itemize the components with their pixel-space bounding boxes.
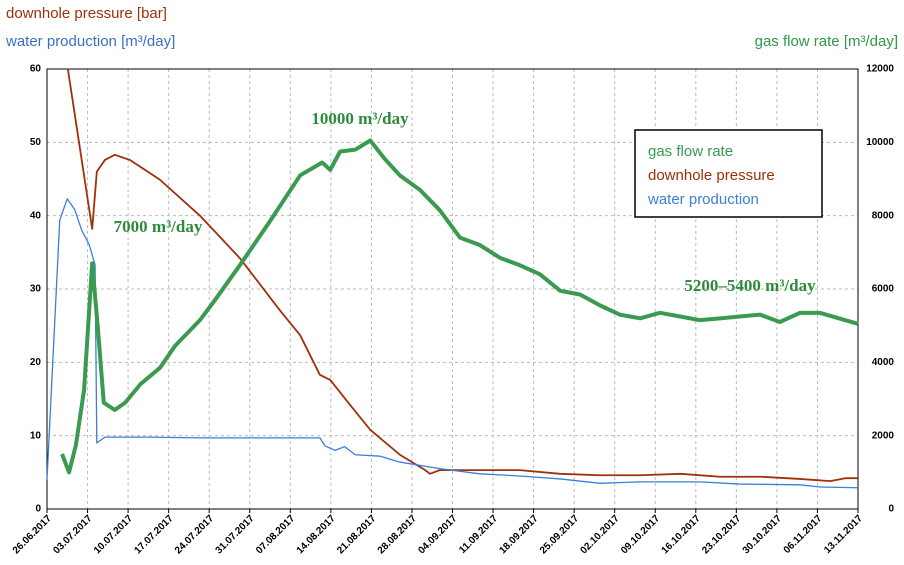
- x-tick-label: 03.07.2017: [51, 513, 94, 556]
- y2-tick-label: 10000: [866, 137, 894, 148]
- y2-tick-label: 6000: [872, 284, 895, 295]
- y2-axis-label: gas flow rate [m³/day]: [755, 33, 898, 50]
- x-tick-label: 26.06.2017: [11, 513, 54, 556]
- annotation: 10000 m³/day: [311, 109, 409, 128]
- x-tick-label: 10.07.2017: [92, 513, 135, 556]
- x-tick-label: 25.09.2017: [538, 513, 581, 556]
- legend-entry: water production: [647, 191, 759, 208]
- x-tick-label: 24.07.2017: [173, 513, 216, 556]
- x-tick-label: 07.08.2017: [254, 513, 297, 556]
- x-tick-label: 06.11.2017: [782, 513, 825, 556]
- y2-tick-label: 2000: [872, 430, 895, 441]
- legend-box: [634, 129, 823, 218]
- y-tick-label: 20: [30, 357, 42, 368]
- y-axis-label: downhole pressure [bar]: [6, 5, 167, 22]
- x-tick-label: 28.08.2017: [376, 513, 419, 556]
- x-tick-label: 02.10.2017: [579, 513, 622, 556]
- y2-tick-label: 8000: [872, 210, 895, 221]
- annotation: 7000 m³/day: [114, 217, 203, 236]
- plot-frame: [46, 68, 859, 510]
- y2-tick-label: 0: [888, 504, 894, 515]
- y-tick-label: 0: [35, 504, 41, 515]
- x-tick-label: 31.07.2017: [214, 513, 257, 556]
- annotation: 5200–5400 m³/day: [684, 276, 816, 295]
- x-tick-label: 18.09.2017: [497, 513, 540, 556]
- x-tick-label: 23.10.2017: [700, 513, 743, 556]
- x-tick-label: 21.08.2017: [335, 513, 378, 556]
- y-tick-label: 10: [30, 430, 42, 441]
- legend-entry: gas flow rate: [648, 143, 733, 160]
- series-line: [46, 198, 859, 489]
- y-tick-label: 40: [30, 210, 42, 221]
- series-line: [66, 68, 858, 483]
- y-axis-label-2: water production [m³/day]: [5, 33, 175, 50]
- x-tick-label: 04.09.2017: [416, 513, 459, 556]
- x-tick-label: 11.09.2017: [457, 513, 500, 556]
- x-tick-label: 17.07.2017: [132, 513, 175, 556]
- x-tick-label: 13.11.2017: [822, 513, 865, 556]
- y-tick-label: 30: [30, 284, 42, 295]
- series-line: [60, 138, 859, 475]
- x-tick-label: 16.10.2017: [660, 513, 703, 556]
- y-tick-label: 50: [30, 137, 42, 148]
- x-tick-label: 09.10.2017: [619, 513, 662, 556]
- x-tick-label: 30.10.2017: [741, 513, 784, 556]
- legend-entry: downhole pressure: [648, 167, 775, 184]
- y-tick-label: 60: [30, 64, 42, 75]
- y2-tick-label: 4000: [872, 357, 895, 368]
- x-tick-label: 14.08.2017: [295, 513, 338, 556]
- y2-tick-label: 12000: [866, 64, 894, 75]
